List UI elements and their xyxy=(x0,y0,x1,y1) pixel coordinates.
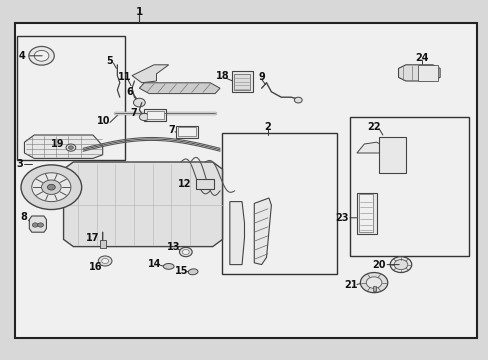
Circle shape xyxy=(21,165,81,210)
Bar xyxy=(234,74,249,90)
Text: 2: 2 xyxy=(264,122,271,132)
Bar xyxy=(222,133,337,274)
Circle shape xyxy=(366,277,381,288)
Bar xyxy=(372,286,375,291)
Circle shape xyxy=(98,256,112,266)
Text: 4: 4 xyxy=(18,51,25,61)
Circle shape xyxy=(389,257,411,273)
Ellipse shape xyxy=(188,269,198,275)
Text: 21: 21 xyxy=(344,280,357,290)
Bar xyxy=(232,71,252,92)
Text: 1: 1 xyxy=(136,6,142,17)
Circle shape xyxy=(393,260,407,270)
Text: 7: 7 xyxy=(168,125,175,135)
Circle shape xyxy=(294,97,302,103)
Circle shape xyxy=(182,249,189,255)
Text: 17: 17 xyxy=(86,233,100,243)
Polygon shape xyxy=(139,83,220,94)
Bar xyxy=(100,240,106,248)
Circle shape xyxy=(179,247,192,257)
Circle shape xyxy=(68,146,73,149)
Text: 23: 23 xyxy=(335,213,348,223)
Circle shape xyxy=(38,223,43,227)
Polygon shape xyxy=(229,202,244,265)
Text: 15: 15 xyxy=(175,266,188,276)
Polygon shape xyxy=(63,162,222,247)
Text: 20: 20 xyxy=(371,260,385,270)
Text: 19: 19 xyxy=(51,139,64,149)
Text: 5: 5 xyxy=(106,56,113,66)
Circle shape xyxy=(139,113,149,121)
Text: 18: 18 xyxy=(215,71,229,81)
Bar xyxy=(144,109,166,121)
Circle shape xyxy=(133,98,145,107)
Bar xyxy=(356,193,376,234)
Text: 10: 10 xyxy=(97,116,111,126)
Bar xyxy=(15,23,476,338)
Circle shape xyxy=(41,180,61,194)
Circle shape xyxy=(360,273,387,293)
Text: 3: 3 xyxy=(16,159,23,169)
Text: 7: 7 xyxy=(130,108,137,118)
Circle shape xyxy=(32,173,71,202)
Text: 24: 24 xyxy=(414,53,427,63)
Polygon shape xyxy=(132,65,168,83)
Text: 16: 16 xyxy=(89,262,102,273)
Bar xyxy=(178,127,195,136)
Ellipse shape xyxy=(163,264,174,269)
Text: 22: 22 xyxy=(366,122,380,132)
Circle shape xyxy=(66,144,76,151)
Text: 9: 9 xyxy=(258,72,265,82)
Bar xyxy=(359,194,372,232)
Bar xyxy=(378,137,405,173)
Circle shape xyxy=(102,258,108,264)
Bar xyxy=(417,65,437,81)
Text: 8: 8 xyxy=(20,212,27,222)
Text: 13: 13 xyxy=(166,242,180,252)
Polygon shape xyxy=(29,216,46,232)
Text: 14: 14 xyxy=(147,258,161,269)
Polygon shape xyxy=(24,135,102,158)
Circle shape xyxy=(29,46,54,65)
Bar xyxy=(349,117,468,256)
Circle shape xyxy=(32,223,38,227)
Polygon shape xyxy=(254,198,271,265)
Bar xyxy=(195,179,214,189)
Bar xyxy=(17,36,124,160)
Text: 6: 6 xyxy=(126,87,133,97)
Text: 12: 12 xyxy=(178,179,191,189)
Bar xyxy=(146,111,163,119)
Polygon shape xyxy=(398,65,439,81)
Bar xyxy=(176,126,198,138)
Polygon shape xyxy=(356,142,383,153)
Circle shape xyxy=(34,50,49,61)
Text: 11: 11 xyxy=(118,72,131,82)
Circle shape xyxy=(47,184,55,190)
